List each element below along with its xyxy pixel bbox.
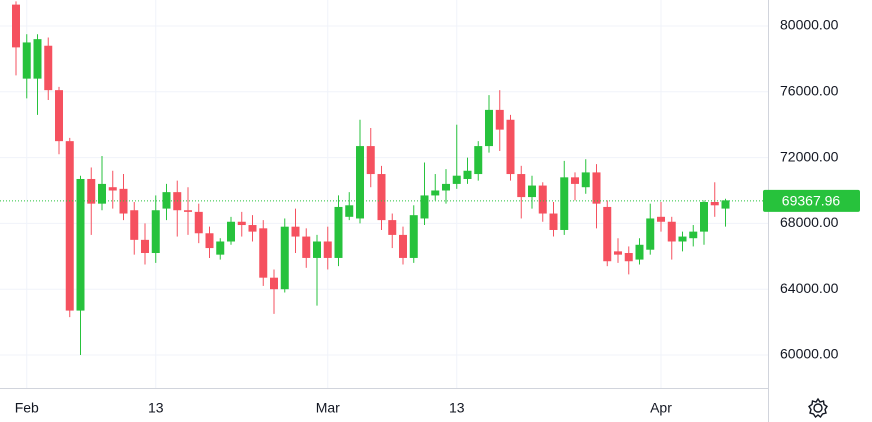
y-tick-label: 72000.00 bbox=[780, 148, 839, 164]
candle-body bbox=[560, 177, 569, 230]
candle-body bbox=[442, 183, 450, 191]
y-tick-label: 68000.00 bbox=[780, 214, 839, 230]
settings-icon-hub bbox=[813, 403, 823, 413]
candle-body bbox=[22, 42, 31, 79]
candle-body bbox=[248, 225, 257, 232]
candle-body bbox=[65, 141, 74, 311]
candle-body bbox=[538, 185, 547, 214]
candle-body bbox=[517, 174, 526, 198]
y-tick-label: 60000.00 bbox=[780, 346, 839, 362]
candle-body bbox=[259, 228, 268, 278]
candle-body bbox=[302, 236, 311, 258]
candle-body bbox=[313, 241, 321, 258]
y-tick-label: 64000.00 bbox=[780, 280, 839, 296]
candle-body bbox=[98, 183, 106, 204]
candle-body bbox=[184, 210, 192, 212]
candle-body bbox=[452, 175, 461, 184]
candle-body bbox=[603, 206, 612, 262]
candle-body bbox=[581, 172, 590, 188]
candle-body bbox=[592, 172, 601, 204]
candle-body bbox=[678, 236, 687, 242]
candle-body bbox=[76, 178, 85, 311]
candle-body bbox=[420, 195, 429, 219]
settings-icon[interactable] bbox=[808, 397, 828, 419]
candle-body bbox=[635, 244, 644, 260]
x-tick-label: Feb bbox=[15, 400, 39, 416]
candle-body bbox=[12, 4, 20, 48]
candle-body bbox=[657, 216, 665, 222]
candle-body bbox=[291, 226, 300, 237]
candle-body bbox=[55, 90, 63, 142]
candle-body bbox=[205, 233, 214, 249]
candle-body bbox=[108, 187, 117, 191]
candle-body bbox=[431, 190, 440, 196]
candle-body bbox=[485, 109, 493, 147]
candle-body bbox=[571, 177, 579, 184]
candle-body bbox=[377, 174, 386, 221]
candle-body bbox=[474, 146, 483, 175]
candle-body bbox=[409, 215, 418, 258]
candle-body bbox=[162, 192, 171, 209]
candle-body bbox=[216, 241, 225, 255]
x-tick-label: 13 bbox=[449, 400, 465, 416]
candle-body bbox=[270, 277, 278, 290]
y-tick-label: 80000.00 bbox=[780, 17, 839, 33]
candle-body bbox=[237, 221, 246, 226]
candle-body bbox=[345, 205, 354, 217]
candle-body bbox=[549, 213, 558, 230]
candle-body bbox=[721, 200, 730, 209]
candle-body bbox=[528, 185, 536, 198]
candle-body bbox=[323, 241, 332, 258]
candle-body bbox=[194, 211, 203, 234]
candle-body bbox=[366, 146, 375, 175]
candle-body bbox=[87, 178, 96, 204]
candle-body bbox=[399, 234, 407, 258]
candle-body bbox=[495, 109, 504, 130]
candle-body bbox=[614, 251, 622, 255]
x-tick-label: 13 bbox=[148, 400, 164, 416]
candle-body bbox=[689, 231, 698, 239]
candle-body bbox=[280, 226, 289, 290]
candle-body bbox=[646, 218, 655, 250]
last-price-box bbox=[763, 189, 860, 212]
candle-body bbox=[667, 221, 676, 242]
candle-body bbox=[33, 39, 42, 79]
candle-body bbox=[463, 170, 472, 179]
candle-body bbox=[130, 210, 139, 240]
candle-body bbox=[141, 239, 149, 254]
candle-body bbox=[44, 45, 53, 91]
candle-body bbox=[388, 220, 397, 235]
x-tick-label: Mar bbox=[316, 400, 340, 416]
candle-body bbox=[356, 146, 364, 219]
x-tick-label: Apr bbox=[650, 400, 672, 416]
candle-body bbox=[506, 119, 515, 175]
last-price-label: 69367.96 bbox=[782, 193, 841, 209]
candle-body bbox=[151, 210, 160, 254]
candle-body bbox=[227, 221, 235, 242]
settings-icon-gear bbox=[808, 397, 828, 419]
candle-body bbox=[334, 206, 343, 258]
y-tick-label: 76000.00 bbox=[780, 82, 839, 98]
candle-body bbox=[624, 253, 633, 262]
candle-body bbox=[700, 202, 708, 232]
grid bbox=[0, 0, 768, 388]
candle-body bbox=[710, 202, 719, 206]
